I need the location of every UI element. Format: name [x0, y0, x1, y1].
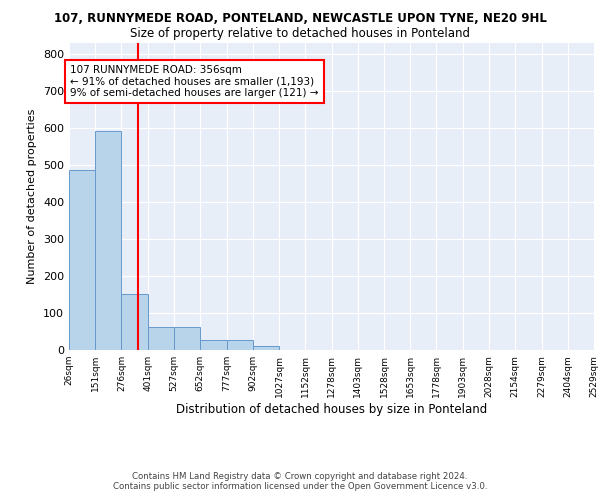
Bar	[95, 132, 121, 350]
Text: Size of property relative to detached houses in Ponteland: Size of property relative to detached ho…	[130, 28, 470, 40]
Bar	[69, 170, 95, 350]
Bar	[227, 340, 253, 350]
Bar	[121, 294, 148, 350]
Text: 107, RUNNYMEDE ROAD, PONTELAND, NEWCASTLE UPON TYNE, NE20 9HL: 107, RUNNYMEDE ROAD, PONTELAND, NEWCASTL…	[53, 12, 547, 26]
Text: 107 RUNNYMEDE ROAD: 356sqm
← 91% of detached houses are smaller (1,193)
9% of se: 107 RUNNYMEDE ROAD: 356sqm ← 91% of deta…	[70, 64, 319, 98]
Bar	[200, 340, 227, 350]
Bar	[174, 326, 200, 350]
Y-axis label: Number of detached properties: Number of detached properties	[28, 108, 37, 284]
Text: Contains HM Land Registry data © Crown copyright and database right 2024.
Contai: Contains HM Land Registry data © Crown c…	[113, 472, 487, 491]
Bar	[253, 346, 279, 350]
Bar	[148, 326, 174, 350]
X-axis label: Distribution of detached houses by size in Ponteland: Distribution of detached houses by size …	[176, 402, 487, 415]
